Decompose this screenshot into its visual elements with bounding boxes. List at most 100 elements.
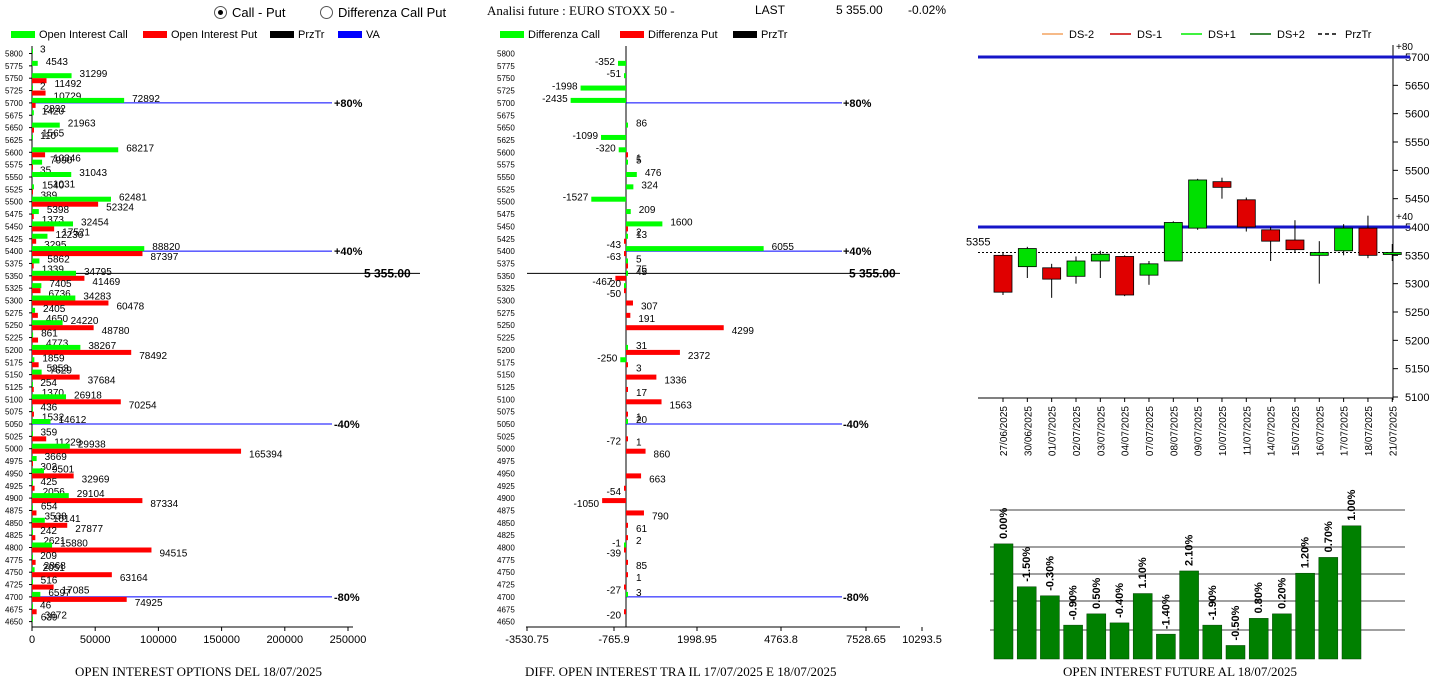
radio-selected-icon[interactable] [214,6,227,19]
call-value-label: 1540 [42,180,65,191]
put-diff-bar [624,609,626,615]
call-bar [32,406,33,412]
call-value-label: 436 [41,403,58,414]
y-tick-label: 5600 [1405,109,1429,121]
put-value-label: 87334 [150,499,178,510]
radio-differenza[interactable]: Differenza Call Put [320,5,446,20]
put-diff-label: -63 [607,252,622,263]
put-diff-bar [626,559,628,565]
call-diff-bar [601,134,626,140]
strike-tick-label: 4800 [497,544,515,553]
put-value-label: 302 [40,462,57,473]
strike-tick-label: 4650 [5,618,23,627]
y-tick-label: 5100 [1405,392,1429,404]
call-value-label: 31299 [80,69,108,80]
put-bar [32,386,34,392]
put-diff-bar [626,312,631,318]
future-bar-label: -0.40% [1114,583,1126,618]
future-bar [1132,593,1153,660]
call-value-label: 10141 [53,514,81,525]
put-value-label: 87397 [150,252,178,263]
strike-tick-label: 5375 [497,259,515,268]
legend-swatch [270,31,294,38]
put-diff-bar [626,411,628,417]
call-bar [32,332,34,338]
put-diff-bar [626,510,644,516]
call-value-label: 254 [40,378,57,389]
radio-call-put[interactable]: Call - Put [214,5,285,20]
put-diff-bar [626,300,633,306]
call-value-label: 639 [41,613,58,624]
strike-tick-label: 5725 [5,87,23,96]
x-tick-label: 16/07/2025 [1315,406,1326,456]
put-bar [32,436,47,442]
call-value-label: 88820 [152,242,180,253]
put-value-label: 32969 [82,474,110,485]
put-diff-label: 2 [636,536,642,547]
strike-tick-label: 5700 [497,99,515,108]
legend-label: PrzTr [761,29,788,41]
call-diff-bar [626,122,628,128]
call-bar [32,209,39,215]
call-bar [32,419,51,424]
call-bar [32,270,76,276]
future-bar [993,543,1014,660]
x-tick-label: 0 [29,634,35,646]
x-tick-label: 7528.65 [846,634,886,646]
put-diff-label: 17 [636,388,648,399]
strike-tick-label: 4825 [5,531,23,540]
put-value-label: 78492 [139,351,167,362]
strike-tick-label: 5575 [497,161,515,170]
put-value-label: 94515 [159,549,187,560]
strike-tick-label: 5700 [5,99,23,108]
strike-tick-label: 5300 [497,297,515,306]
call-diff-label: 1600 [670,217,693,228]
call-bar [32,431,33,437]
strike-tick-label: 5475 [5,210,23,219]
call-bar [32,246,145,252]
put-diff-label: 663 [649,474,666,485]
call-value-label: 861 [41,329,58,340]
put-bar [32,312,38,318]
call-diff-bar [626,221,663,227]
legend-label: PrzTr [1345,29,1372,41]
legend-label: DS+1 [1208,29,1236,41]
put-bar [32,78,47,84]
put-diff-bar [624,251,626,257]
call-bar [32,554,33,560]
call-value-label: 34283 [83,292,111,303]
call-bar [32,591,41,597]
put-diff-label: 4299 [732,326,755,337]
strike-tick-label: 5250 [5,321,23,330]
call-bar [32,456,37,462]
put-diff-label: -72 [607,436,622,447]
put-value-label: 389 [40,190,57,201]
strike-tick-label: 5000 [5,445,23,454]
put-diff-bar [602,498,626,504]
va-level-label: +40% [334,246,363,258]
call-bar [32,369,42,375]
x-tick-label: 250000 [330,634,367,646]
level-label: +80 [1396,42,1413,53]
y-tick-label: 5300 [1405,279,1429,291]
put-bar [32,399,121,405]
candle-body [993,254,1013,293]
put-bar [32,189,33,195]
put-bar [32,164,33,170]
y-tick-label: 5500 [1405,165,1429,177]
call-value-label: 24220 [71,316,99,327]
strike-tick-label: 5525 [497,185,515,194]
future-bar [1295,572,1315,660]
strike-tick-label: 5225 [5,334,23,343]
put-diff-bar [626,572,628,578]
call-diff-label: -250 [597,353,617,364]
strike-tick-label: 5125 [5,383,23,392]
radio-unselected-icon[interactable] [320,6,333,19]
put-diff-label: 2 [636,227,642,238]
strike-tick-label: 4825 [497,531,515,540]
strike-tick-label: 5225 [497,334,515,343]
call-diff-label: -1 [612,539,621,550]
put-value-label: 52324 [106,203,134,214]
future-bar-label: 1.20% [1300,537,1312,568]
put-value-label: 2056 [43,487,66,498]
